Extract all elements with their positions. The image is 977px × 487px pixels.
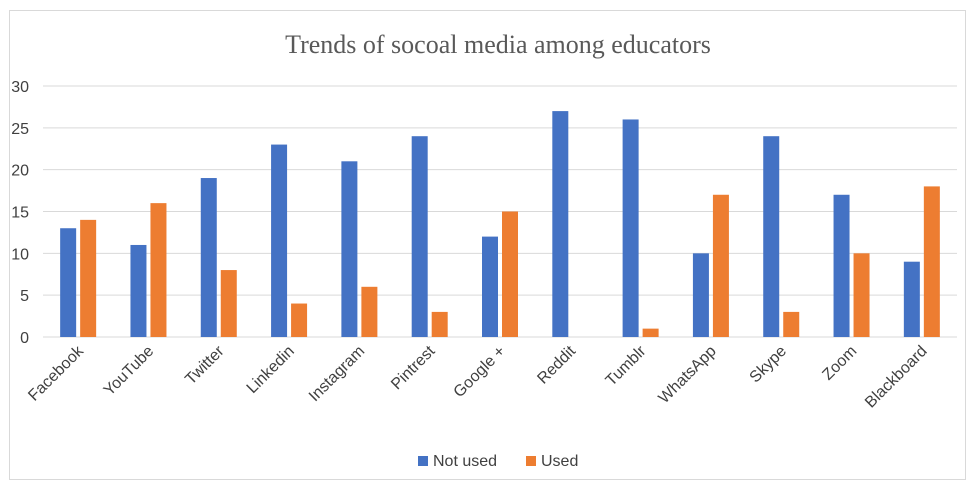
- bar-used: [783, 311, 800, 337]
- x-category-label: Google +: [451, 343, 509, 401]
- bar-used: [361, 286, 378, 337]
- bar-not-used: [200, 178, 217, 337]
- x-category-label: Skype: [747, 343, 791, 387]
- bar-not-used: [271, 144, 288, 337]
- x-category-label: Blackboard: [862, 343, 931, 412]
- x-category-label: WhatsApp: [656, 343, 720, 407]
- y-tick-label: 10: [11, 246, 29, 263]
- x-category-label: Facebook: [25, 342, 87, 404]
- bar-not-used: [552, 111, 569, 337]
- bar-not-used: [692, 253, 709, 337]
- y-tick-label: 5: [20, 288, 29, 305]
- bar-not-used: [60, 228, 77, 337]
- y-axis-ticks: 0 5 10 15 20 25 30: [11, 79, 29, 347]
- x-category-label: YouTube: [101, 343, 158, 400]
- bar-not-used: [411, 136, 428, 337]
- chart-title: Trends of socoal media among educators: [285, 30, 711, 59]
- x-category-label: Zoom: [819, 343, 860, 384]
- legend-swatch: [526, 456, 536, 466]
- x-category-label: Twitter: [182, 342, 228, 388]
- bars: [60, 111, 940, 337]
- bar-used: [150, 203, 167, 337]
- gridlines: [43, 85, 957, 338]
- legend-swatch: [418, 456, 428, 466]
- bar-not-used: [341, 161, 358, 337]
- y-tick-label: 0: [20, 330, 29, 347]
- y-tick-label: 20: [11, 163, 29, 180]
- bar-used: [642, 328, 659, 337]
- bar-used: [502, 211, 518, 337]
- bar-used: [923, 186, 940, 337]
- bar-not-used: [833, 194, 850, 337]
- bar-used: [431, 311, 448, 337]
- x-axis-categories: Facebook YouTube Twitter Linkedin Instagram P…: [25, 342, 930, 411]
- bar-not-used: [903, 261, 920, 337]
- x-category-label: Reddit: [534, 342, 579, 387]
- bar-used: [712, 194, 729, 337]
- y-tick-label: 25: [11, 121, 29, 138]
- y-tick-label: 15: [11, 205, 29, 222]
- x-category-label: Linkedin: [244, 343, 298, 397]
- x-category-label: Tumblr: [603, 342, 650, 389]
- bar-not-used: [763, 136, 780, 337]
- bar-used: [853, 253, 870, 337]
- legend-label: Used: [541, 453, 578, 470]
- bar-used: [220, 270, 237, 337]
- x-category-label: Pintrest: [388, 342, 439, 393]
- legend-label: Not used: [433, 453, 497, 470]
- bar-used: [291, 303, 308, 337]
- legend: Not used Used: [418, 453, 578, 470]
- bar-not-used: [130, 244, 147, 337]
- bar-not-used: [482, 236, 498, 337]
- y-tick-label: 30: [11, 79, 29, 96]
- bar-not-used: [622, 119, 639, 337]
- x-category-label: Instagram: [306, 343, 368, 405]
- bar-used: [80, 219, 97, 337]
